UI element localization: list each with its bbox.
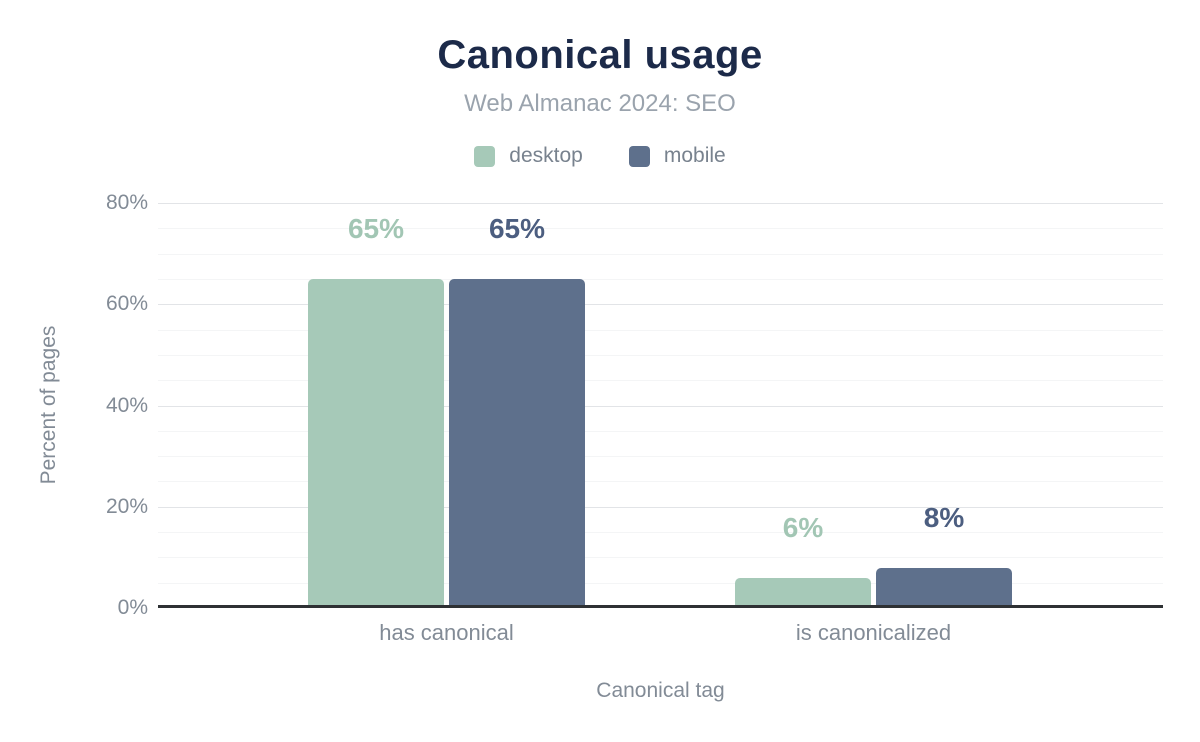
x-category-label: is canonicalized (795, 620, 952, 645)
y-tick-label: 80% (105, 191, 148, 214)
bar-mobile-has-canonical[interactable] (449, 278, 585, 608)
minor-grid-line (158, 430, 1163, 432)
major-grid-line (158, 304, 1163, 306)
minor-grid-line (158, 278, 1163, 280)
bar-value-label: 65% (488, 212, 546, 244)
bar-value-label: 8% (923, 501, 965, 533)
minor-grid-line (158, 380, 1163, 382)
x-axis-line (158, 605, 1163, 608)
y-tick-label: 20% (105, 494, 148, 518)
y-tick-label: 0% (117, 596, 148, 619)
minor-grid-line (158, 456, 1163, 458)
legend-swatch-mobile (628, 145, 650, 167)
minor-grid-line (158, 329, 1163, 331)
legend-label: desktop (509, 144, 583, 167)
legend-item-mobile[interactable]: mobile (628, 144, 726, 168)
bar-value-label: 6% (782, 511, 824, 543)
chart-subtitle: Web Almanac 2024: SEO (464, 90, 736, 117)
legend: desktop mobile (0, 144, 1200, 168)
bar-mobile-is-canonicalized[interactable] (876, 567, 1012, 608)
y-tick-label: 60% (105, 292, 148, 316)
bar-desktop-has-canonical[interactable] (308, 278, 444, 608)
legend-swatch-desktop (474, 145, 496, 167)
plot-area: 65% 65% 6% 8% (158, 203, 1163, 608)
minor-grid-line (158, 354, 1163, 356)
minor-grid-line (158, 557, 1163, 559)
minor-grid-line (158, 582, 1163, 584)
minor-grid-line (158, 481, 1163, 483)
major-grid-line (158, 203, 1163, 204)
minor-grid-line (158, 253, 1163, 255)
legend-label: mobile (663, 144, 726, 167)
minor-grid-line (158, 532, 1163, 534)
legend-item-desktop[interactable]: desktop (474, 144, 583, 168)
y-tick-label: 40% (105, 393, 148, 417)
bar-value-label: 65% (347, 212, 405, 244)
x-axis-title: Canonical tag (596, 679, 725, 702)
major-grid-line (158, 405, 1163, 407)
chart-title: Canonical usage (437, 33, 763, 77)
bar-desktop-is-canonicalized[interactable] (735, 577, 871, 608)
x-category-label: has canonical (379, 620, 514, 645)
major-grid-line (158, 506, 1163, 508)
minor-grid-line (158, 228, 1163, 230)
